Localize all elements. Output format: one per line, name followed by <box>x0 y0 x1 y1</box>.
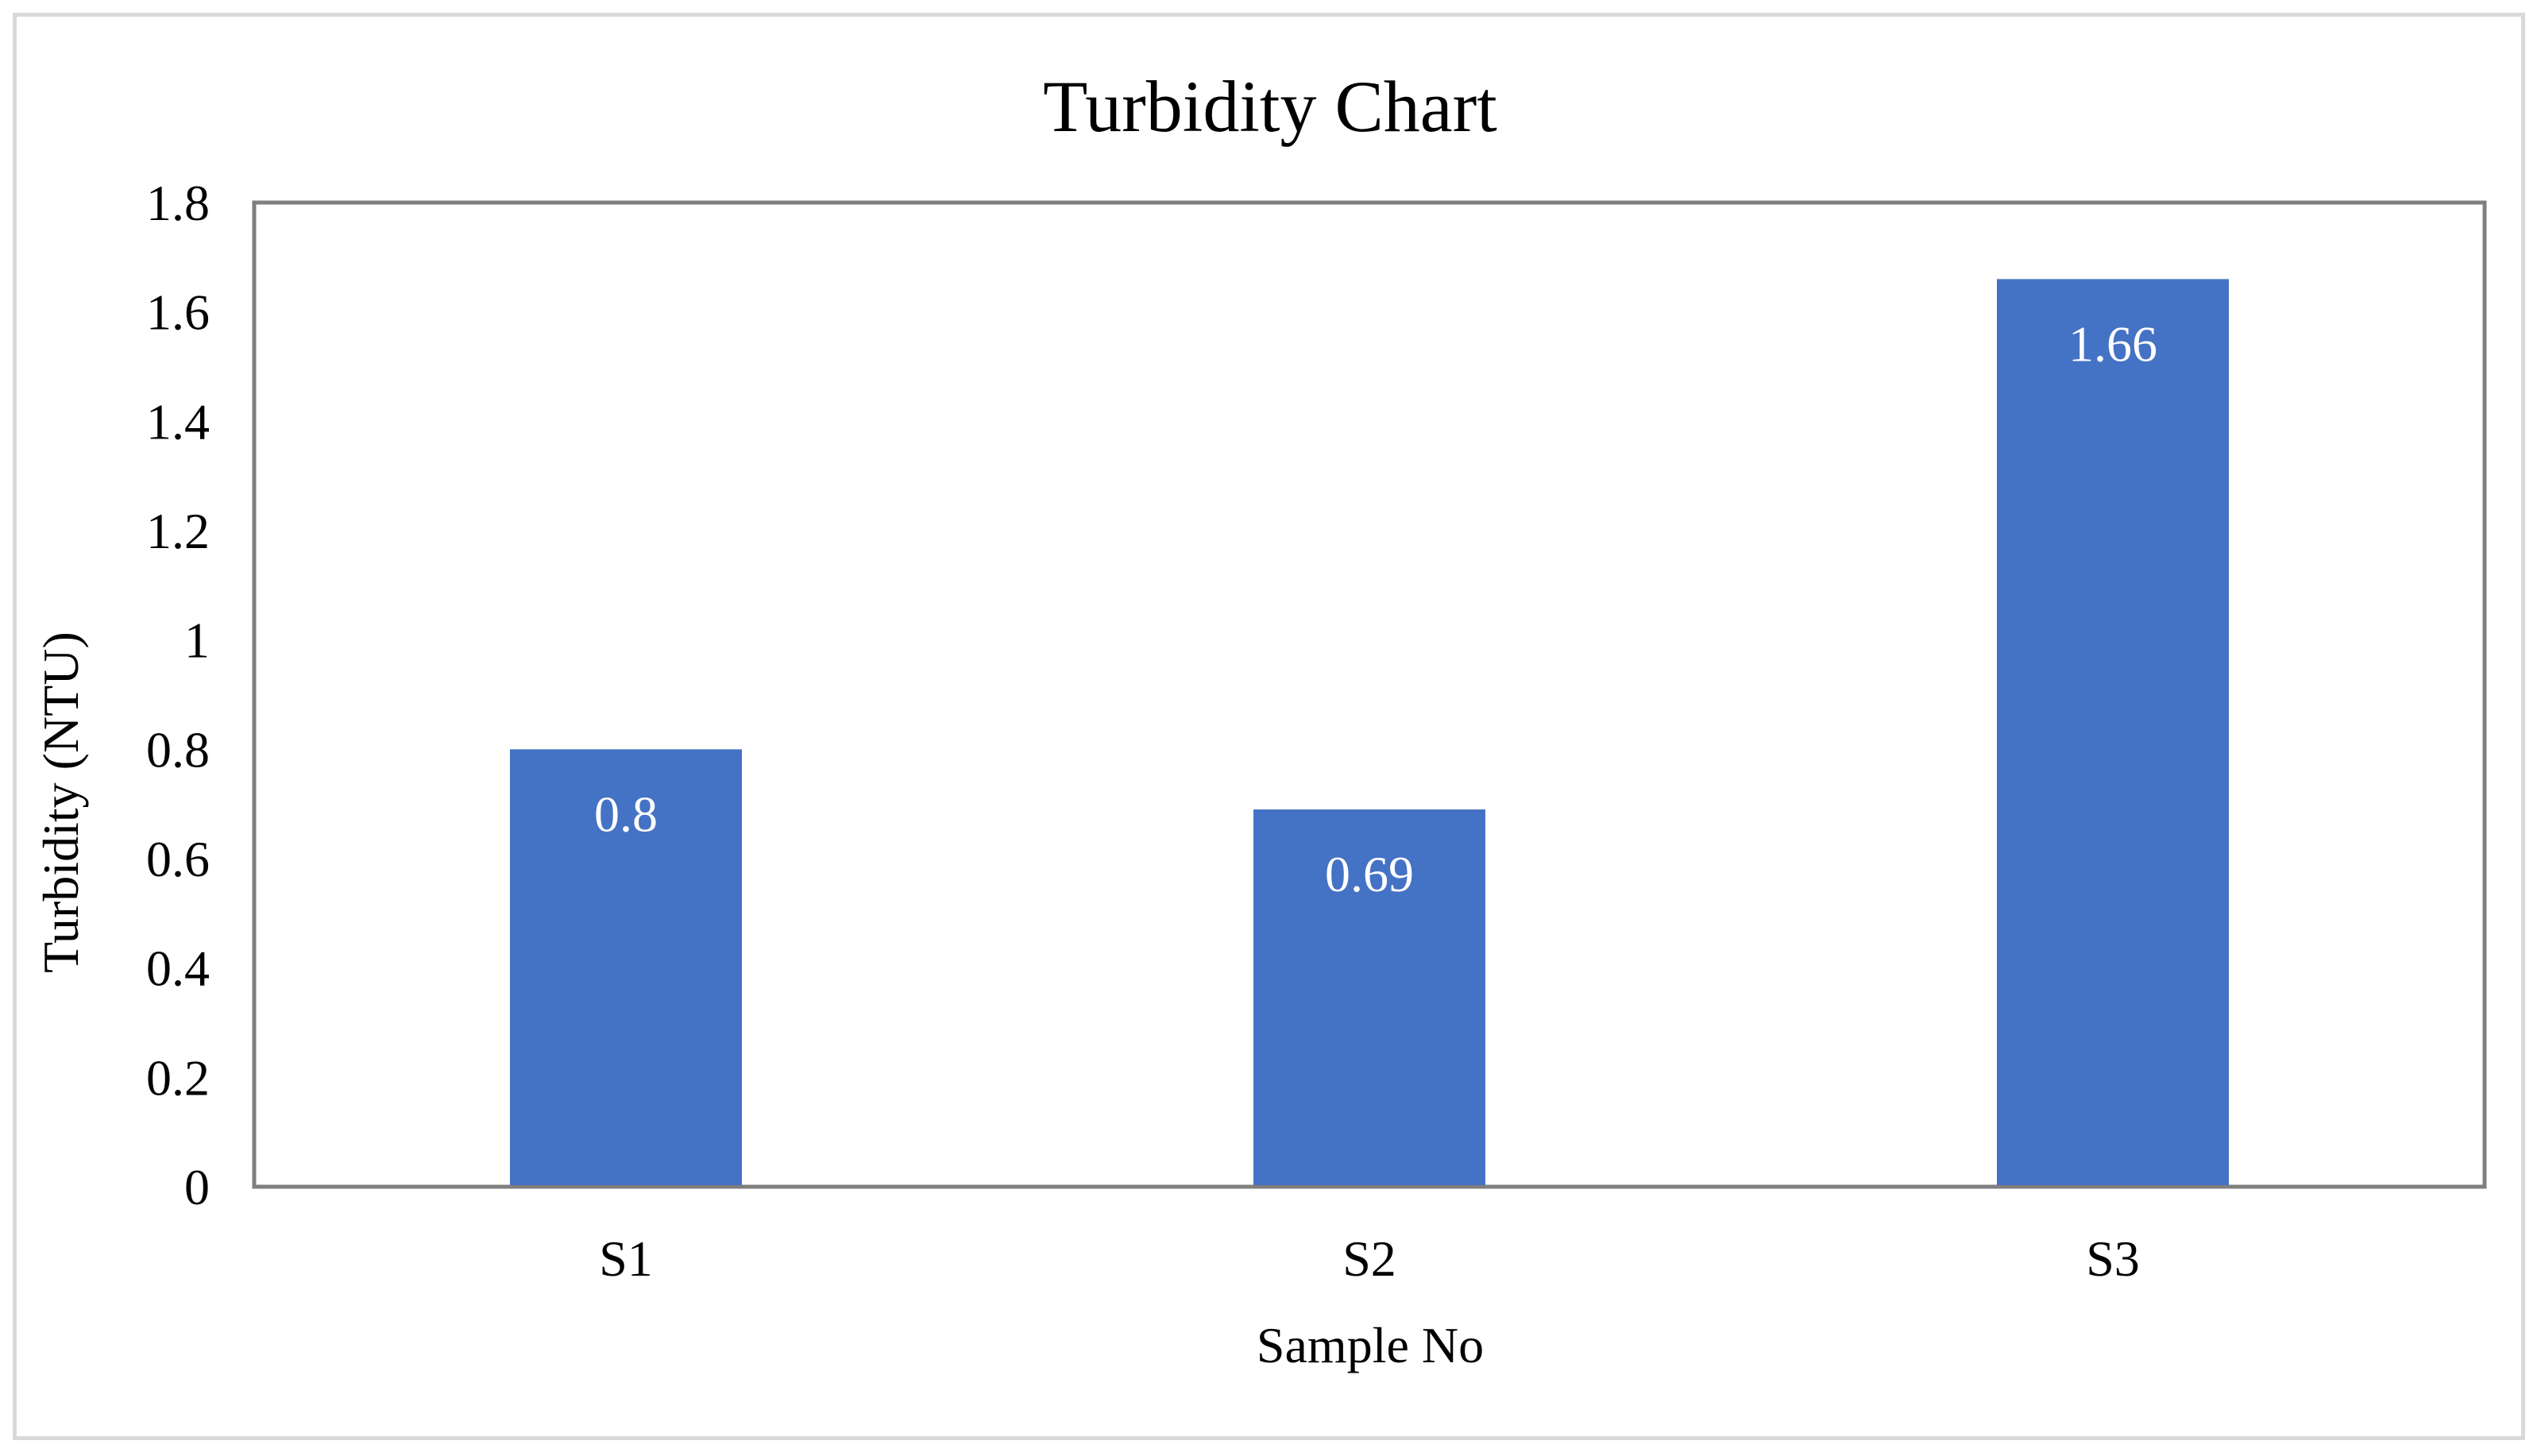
x-tick-label: S1 <box>599 1230 653 1287</box>
y-tick-label: 0.8 <box>146 721 210 778</box>
y-tick-label: 0.6 <box>146 831 210 887</box>
bars <box>510 279 2229 1187</box>
x-tick-labels: S1 S2 S3 <box>599 1230 2140 1287</box>
y-axis-label: Turbidity (NTU) <box>33 631 89 973</box>
y-tick-label: 1 <box>184 612 210 669</box>
y-tick-label: 0 <box>184 1159 210 1215</box>
x-axis-label: Sample No <box>1257 1317 1484 1373</box>
y-tick-label: 1.2 <box>146 503 210 559</box>
y-tick-label: 0.4 <box>146 940 210 997</box>
bar-data-label: 1.66 <box>2068 315 2157 372</box>
y-tick-label: 1.4 <box>146 393 210 450</box>
x-tick-label: S2 <box>1342 1230 1396 1287</box>
bar-data-labels: 0.8 0.69 1.66 <box>594 315 2157 902</box>
y-tick-label: 1.6 <box>146 284 210 341</box>
y-tick-label: 1.8 <box>146 175 210 231</box>
chart-title: Turbidity Chart <box>1043 66 1497 147</box>
x-tick-label: S3 <box>2086 1230 2140 1287</box>
bar-s2 <box>1253 809 1485 1187</box>
y-tick-labels: 0 0.2 0.4 0.6 0.8 1 1.2 1.4 1.6 1.8 <box>146 175 210 1215</box>
bar-s3 <box>1997 279 2229 1187</box>
y-tick-label: 0.2 <box>146 1049 210 1106</box>
bar-data-label: 0.69 <box>1325 846 1414 902</box>
bar-s1 <box>510 749 742 1187</box>
bar-data-label: 0.8 <box>594 786 658 842</box>
